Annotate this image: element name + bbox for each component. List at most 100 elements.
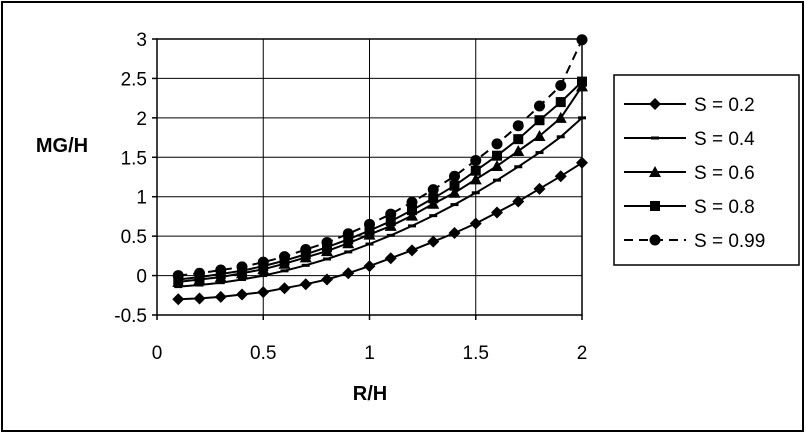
data-point xyxy=(343,234,354,245)
legend-item-2: S = 0.4 xyxy=(624,129,755,150)
data-point xyxy=(215,264,227,276)
data-point xyxy=(493,178,501,182)
data-point xyxy=(321,236,333,248)
data-point xyxy=(512,195,525,208)
data-point xyxy=(577,76,587,87)
legend-item-1: S = 0.2 xyxy=(624,95,755,116)
data-point xyxy=(236,261,248,273)
x-tick-label: 1.5 xyxy=(463,343,489,364)
y-tick-label: -0.5 xyxy=(114,306,147,327)
data-point xyxy=(512,144,525,156)
data-point xyxy=(323,257,331,261)
data-point xyxy=(514,165,523,169)
data-point xyxy=(533,182,546,195)
data-point xyxy=(364,218,375,230)
data-point xyxy=(278,282,291,295)
x-tick-label: 1 xyxy=(364,343,375,364)
data-point xyxy=(449,180,460,191)
data-point xyxy=(236,288,248,301)
data-point xyxy=(216,281,225,285)
data-point xyxy=(238,278,246,282)
data-point xyxy=(533,129,546,141)
legend-marker xyxy=(650,201,660,211)
data-point xyxy=(172,270,184,282)
data-point xyxy=(259,274,268,278)
data-point xyxy=(469,173,482,185)
data-point xyxy=(195,283,204,287)
legend-label: S = 0.6 xyxy=(694,163,755,184)
data-point xyxy=(257,256,269,268)
legend-marker xyxy=(651,136,659,140)
legend-label: S = 0.8 xyxy=(694,197,755,218)
legend-item-4: S = 0.8 xyxy=(624,197,755,218)
data-point xyxy=(408,224,416,228)
data-point xyxy=(280,269,289,273)
legend-item-5: S = 0.99 xyxy=(624,231,765,252)
data-point xyxy=(279,251,290,263)
legend: S = 0.2 S = 0.4 S = 0.6 S = 0.8 S = 0.99 xyxy=(613,74,800,266)
data-point xyxy=(470,154,482,166)
data-point xyxy=(406,244,418,257)
data-point xyxy=(194,267,205,279)
x-tick-label: 2 xyxy=(577,343,588,364)
data-point xyxy=(513,134,524,145)
legend-box xyxy=(613,74,800,266)
legend-item-3: S = 0.6 xyxy=(624,163,755,184)
data-point xyxy=(427,197,440,209)
data-point xyxy=(342,228,354,240)
data-point xyxy=(364,225,375,236)
data-point xyxy=(407,205,417,216)
y-tick-label: 0.5 xyxy=(121,227,147,248)
data-point xyxy=(321,273,333,286)
y-tick-label: 2 xyxy=(136,109,147,130)
legend-label: S = 0.99 xyxy=(694,231,765,252)
data-point xyxy=(342,267,355,280)
data-point xyxy=(556,135,565,139)
data-point xyxy=(448,186,461,198)
data-point xyxy=(406,209,418,221)
legend-marker xyxy=(649,166,661,177)
data-point xyxy=(406,196,418,208)
data-point xyxy=(491,138,503,150)
data-point xyxy=(365,242,374,246)
x-tick-label: 0 xyxy=(152,343,163,364)
data-point xyxy=(257,286,270,299)
y-axis-title: MG/H xyxy=(36,135,88,157)
data-point xyxy=(469,217,482,230)
data-point xyxy=(193,292,206,305)
data-point xyxy=(471,191,480,195)
y-tick-label: 1 xyxy=(136,188,147,209)
data-point xyxy=(172,293,185,306)
data-point xyxy=(448,226,461,239)
data-point xyxy=(363,260,376,273)
data-point xyxy=(428,193,439,204)
x-axis-title: R/H xyxy=(353,383,387,405)
data-point xyxy=(427,235,440,248)
series-5 xyxy=(172,34,588,282)
series-layer xyxy=(172,34,588,306)
data-point xyxy=(385,216,396,227)
data-point xyxy=(429,214,438,218)
data-point xyxy=(427,184,439,196)
data-point xyxy=(384,252,397,265)
data-point xyxy=(578,116,586,120)
y-tick-label: 1.5 xyxy=(121,148,147,169)
data-point xyxy=(555,97,566,108)
data-point xyxy=(535,151,544,155)
x-tick-label: 0.5 xyxy=(250,343,276,364)
legend-label: S = 0.2 xyxy=(694,95,755,116)
data-point xyxy=(491,206,503,219)
data-point xyxy=(386,233,395,237)
data-point xyxy=(534,100,545,112)
data-point xyxy=(555,80,567,92)
data-point xyxy=(576,34,588,46)
data-point xyxy=(554,111,567,123)
data-point xyxy=(299,278,312,291)
series-1 xyxy=(172,156,588,306)
data-point xyxy=(576,156,588,169)
y-tick-label: 3 xyxy=(136,30,147,51)
data-point xyxy=(450,203,459,207)
data-point xyxy=(301,263,310,267)
data-point xyxy=(300,244,312,256)
